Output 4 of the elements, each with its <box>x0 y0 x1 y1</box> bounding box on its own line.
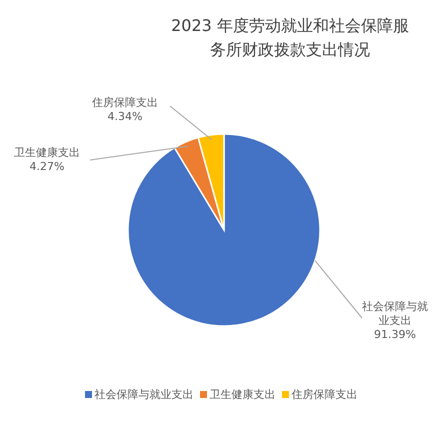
legend-label: 社会保障与就业支出 <box>94 387 194 402</box>
title: 2023 年度劳动就业和社会保障服务所财政拨款支出情况 <box>170 15 410 61</box>
legend-label: 住房保障支出 <box>292 387 358 402</box>
legend-label: 卫生健康支出 <box>210 387 276 402</box>
